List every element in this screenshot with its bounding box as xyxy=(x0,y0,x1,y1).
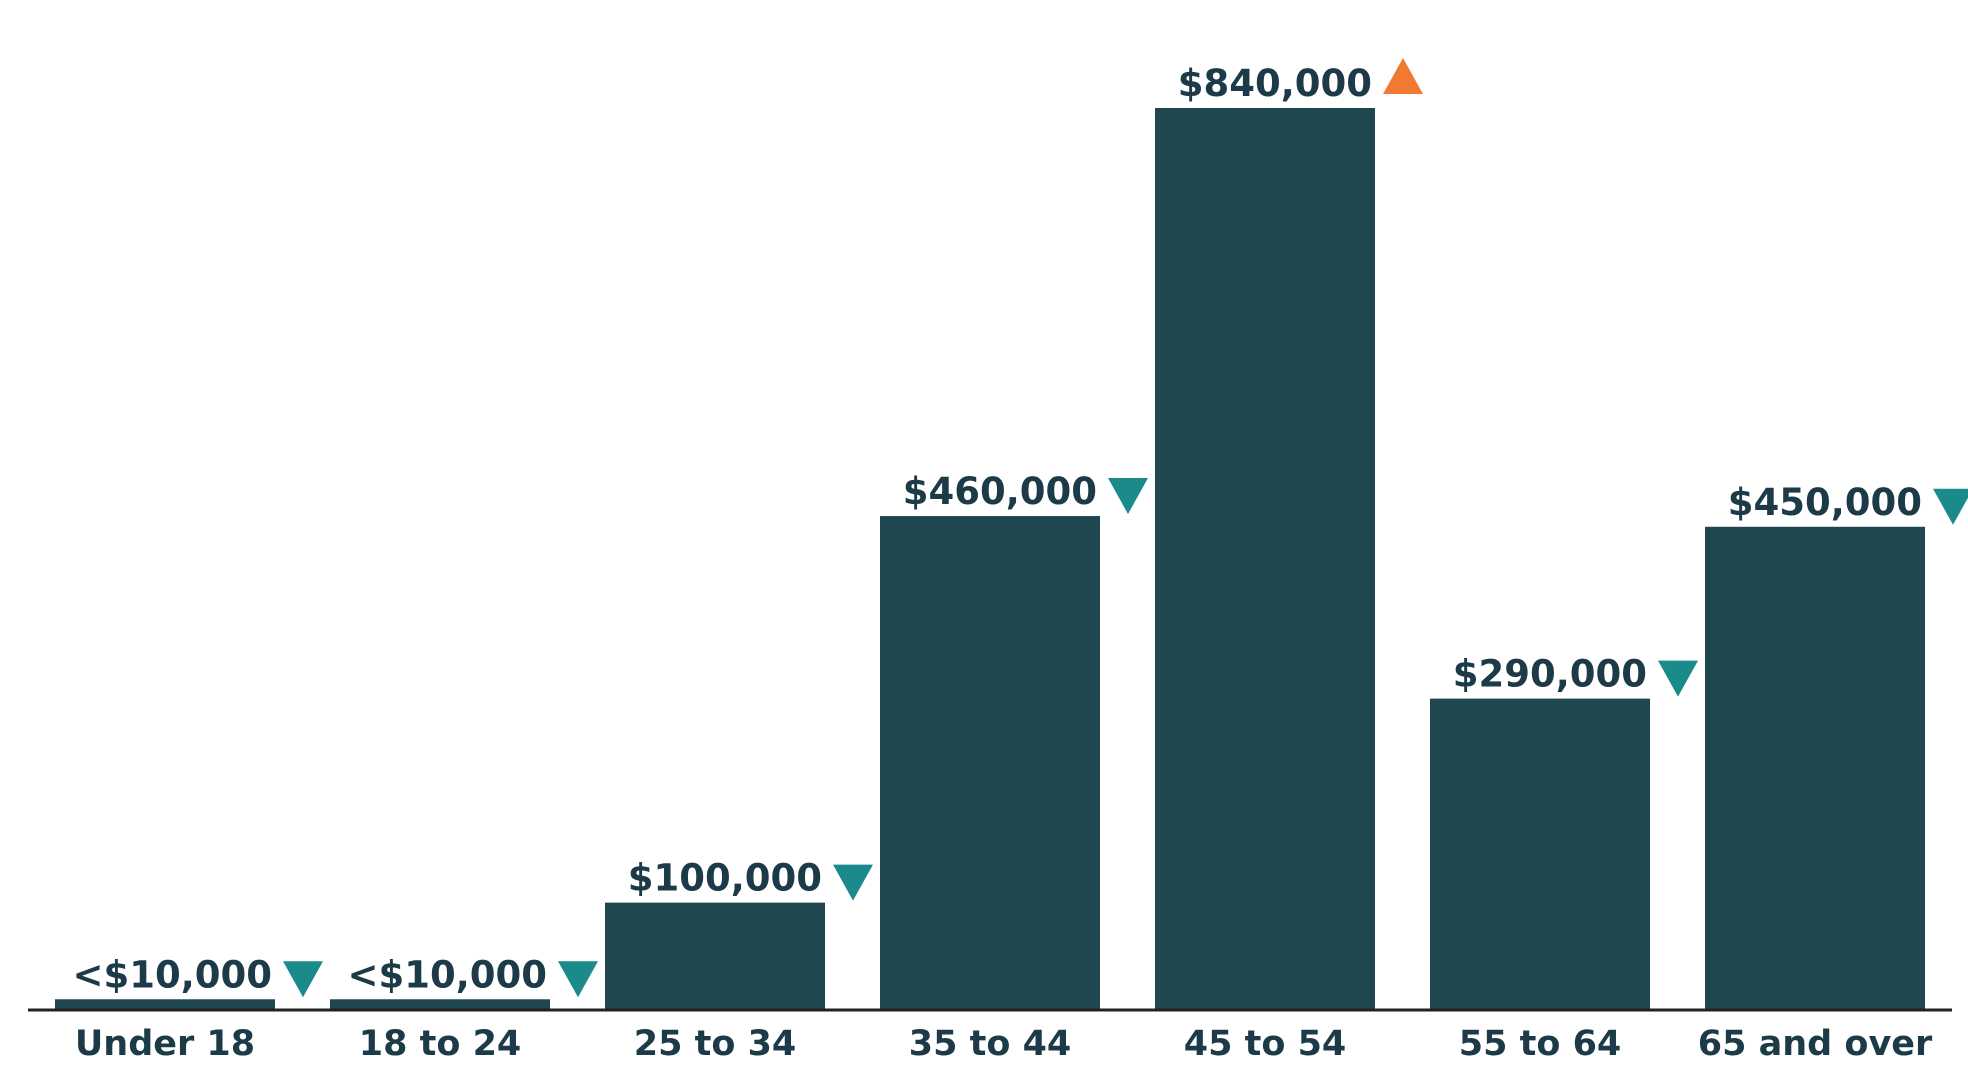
trend-down-icon-18-to-24 xyxy=(558,961,598,998)
category-label-65-and-over: 65 and over xyxy=(1698,1024,1933,1064)
trend-down-icon-65-and-over xyxy=(1933,488,1968,525)
trend-markers-group xyxy=(283,58,1968,998)
value-labels-group: <$10,000 <$10,000 $100,000 $460,000 $840,000… xyxy=(72,62,1922,996)
category-label-25-to-34: 25 to 34 xyxy=(634,1024,797,1064)
trend-up-icon-45-to-54 xyxy=(1383,58,1423,94)
trend-down-icon-55-to-64 xyxy=(1658,660,1698,697)
value-label-18-to-24: <$10,000 xyxy=(347,953,547,996)
bar-65-and-over xyxy=(1705,526,1925,1010)
category-labels-group: Under 18 18 to 24 25 to 34 35 to 44 45 to 54… xyxy=(75,1024,1933,1064)
value-label-35-to-44: $460,000 xyxy=(903,470,1097,513)
bar-45-to-54 xyxy=(1155,108,1375,1010)
trend-down-icon-35-to-44 xyxy=(1108,478,1148,515)
bar-18-to-24 xyxy=(330,999,550,1010)
bars-group xyxy=(55,108,1925,1010)
category-label-45-to-54: 45 to 54 xyxy=(1184,1024,1347,1064)
value-label-45-to-54: $840,000 xyxy=(1178,62,1372,105)
bar-under-18 xyxy=(55,999,275,1010)
trend-down-icon-under-18 xyxy=(283,961,323,998)
category-label-18-to-24: 18 to 24 xyxy=(359,1024,522,1064)
category-label-55-to-64: 55 to 64 xyxy=(1459,1024,1622,1064)
category-label-35-to-44: 35 to 44 xyxy=(909,1024,1072,1064)
bar-55-to-64 xyxy=(1430,698,1650,1010)
bar-35-to-44 xyxy=(880,516,1100,1010)
value-label-65-and-over: $450,000 xyxy=(1728,481,1922,524)
value-label-25-to-34: $100,000 xyxy=(628,857,822,900)
category-label-under-18: Under 18 xyxy=(75,1024,255,1064)
value-label-under-18: <$10,000 xyxy=(72,953,272,996)
trend-down-icon-25-to-34 xyxy=(833,864,873,901)
bar-25-to-34 xyxy=(605,902,825,1010)
value-label-55-to-64: $290,000 xyxy=(1453,653,1647,696)
